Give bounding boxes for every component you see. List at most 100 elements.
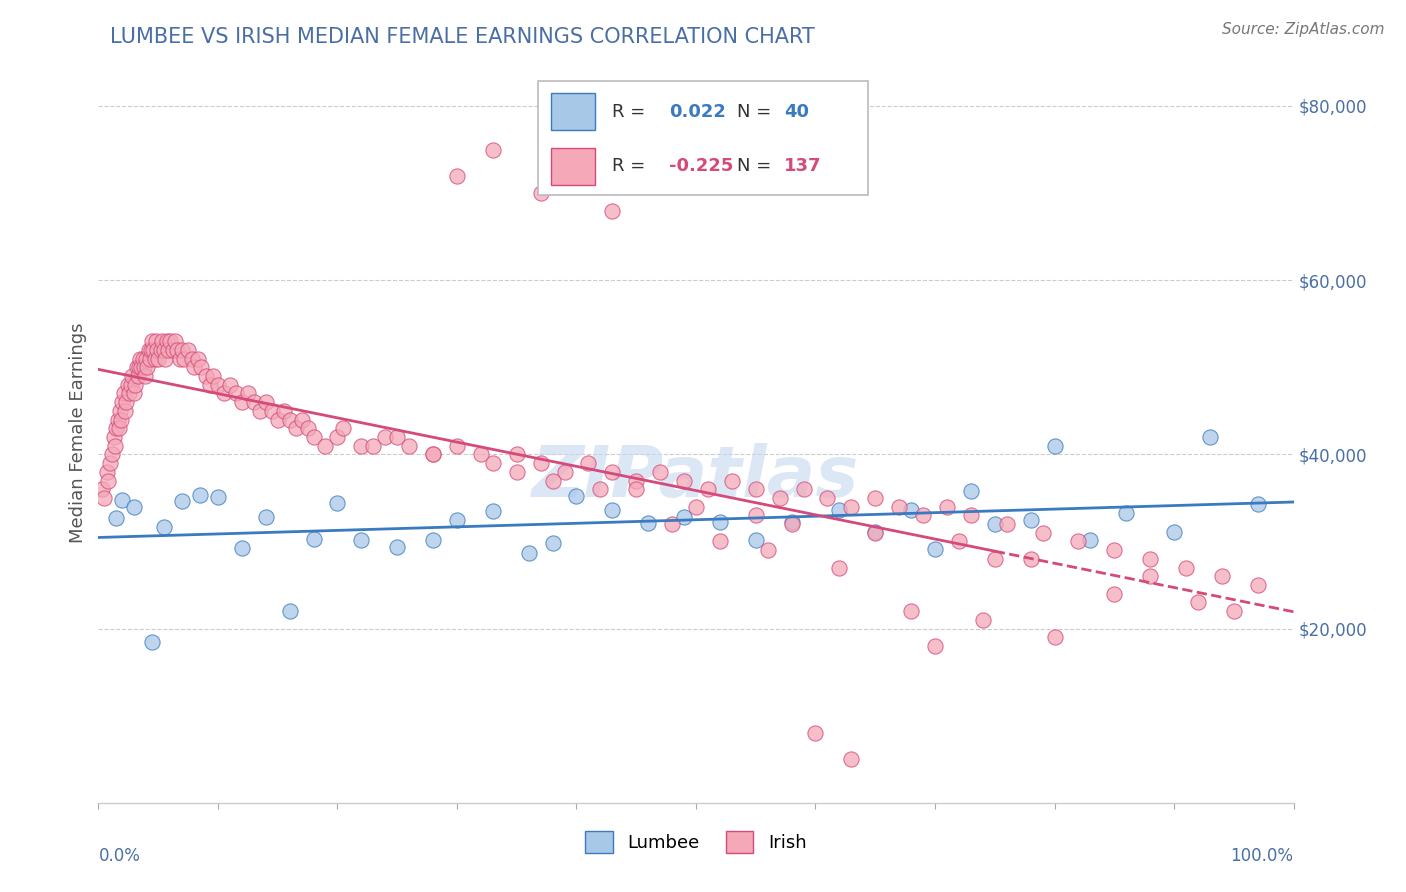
Point	[1019, 552, 1042, 566]
Point	[121, 369, 143, 384]
Point	[793, 482, 815, 496]
Point	[422, 447, 444, 461]
Point	[148, 351, 170, 366]
Point	[554, 465, 576, 479]
Point	[169, 351, 191, 366]
Y-axis label: Median Female Earnings: Median Female Earnings	[69, 322, 87, 543]
Point	[180, 351, 202, 366]
Text: N =: N =	[737, 103, 776, 120]
Point	[103, 430, 125, 444]
Legend: Lumbee, Irish: Lumbee, Irish	[578, 824, 814, 861]
Point	[482, 143, 505, 157]
Point	[100, 447, 122, 461]
Text: LUMBEE VS IRISH MEDIAN FEMALE EARNINGS CORRELATION CHART: LUMBEE VS IRISH MEDIAN FEMALE EARNINGS C…	[111, 27, 815, 47]
Point	[202, 369, 225, 384]
Point	[972, 613, 994, 627]
Point	[1223, 604, 1246, 618]
Point	[756, 543, 779, 558]
Point	[129, 351, 152, 366]
Point	[804, 726, 827, 740]
Point	[470, 447, 492, 461]
Point	[924, 542, 946, 557]
Point	[374, 430, 396, 444]
Point	[889, 500, 911, 514]
FancyBboxPatch shape	[551, 147, 595, 185]
Point	[254, 395, 277, 409]
Point	[302, 430, 325, 444]
Text: R =: R =	[612, 157, 651, 175]
Point	[150, 334, 173, 348]
Point	[236, 386, 259, 401]
Point	[828, 560, 851, 574]
Point	[198, 377, 221, 392]
Point	[105, 510, 128, 524]
Point	[1187, 595, 1209, 609]
Point	[159, 334, 181, 348]
Point	[273, 404, 295, 418]
Point	[111, 492, 134, 507]
Point	[124, 377, 146, 392]
Point	[721, 474, 744, 488]
Point	[1019, 513, 1042, 527]
Point	[297, 421, 319, 435]
FancyBboxPatch shape	[537, 81, 869, 195]
Point	[98, 456, 122, 470]
Point	[132, 360, 155, 375]
Point	[865, 524, 887, 539]
Point	[637, 516, 659, 531]
FancyBboxPatch shape	[551, 93, 595, 130]
Point	[93, 491, 115, 505]
Point	[709, 534, 731, 549]
Point	[517, 546, 540, 560]
Point	[254, 510, 277, 524]
Point	[841, 500, 863, 514]
Point	[709, 516, 731, 530]
Point	[231, 395, 253, 409]
Point	[111, 395, 134, 409]
Point	[225, 386, 247, 401]
Point	[146, 343, 169, 357]
Point	[1163, 525, 1185, 540]
Point	[131, 360, 153, 375]
Point	[650, 465, 672, 479]
Point	[673, 509, 696, 524]
Point	[1080, 533, 1102, 547]
Point	[541, 535, 564, 549]
Point	[984, 517, 1007, 532]
Point	[626, 474, 648, 488]
Point	[865, 491, 887, 505]
Point	[1104, 587, 1126, 601]
Point	[136, 360, 159, 375]
Point	[153, 520, 176, 534]
Point	[142, 343, 165, 357]
Point	[1199, 430, 1222, 444]
Point	[267, 412, 290, 426]
Point	[104, 439, 127, 453]
Point	[350, 533, 373, 548]
Point	[96, 465, 118, 479]
Point	[153, 343, 176, 357]
Point	[190, 360, 212, 375]
Point	[446, 513, 468, 527]
Point	[155, 334, 177, 348]
Point	[124, 500, 146, 514]
Point	[685, 500, 707, 514]
Point	[780, 517, 803, 532]
Point	[626, 482, 648, 496]
Point	[661, 517, 683, 532]
Point	[1104, 543, 1126, 558]
Point	[302, 532, 325, 546]
Point	[541, 474, 564, 488]
Point	[446, 439, 468, 453]
Point	[162, 343, 184, 357]
Point	[960, 508, 983, 523]
Point	[125, 360, 148, 375]
Point	[780, 515, 803, 529]
Point	[131, 351, 153, 366]
Point	[156, 343, 179, 357]
Point	[578, 456, 600, 470]
Point	[173, 351, 195, 366]
Point	[332, 421, 354, 435]
Point	[107, 412, 129, 426]
Point	[135, 351, 157, 366]
